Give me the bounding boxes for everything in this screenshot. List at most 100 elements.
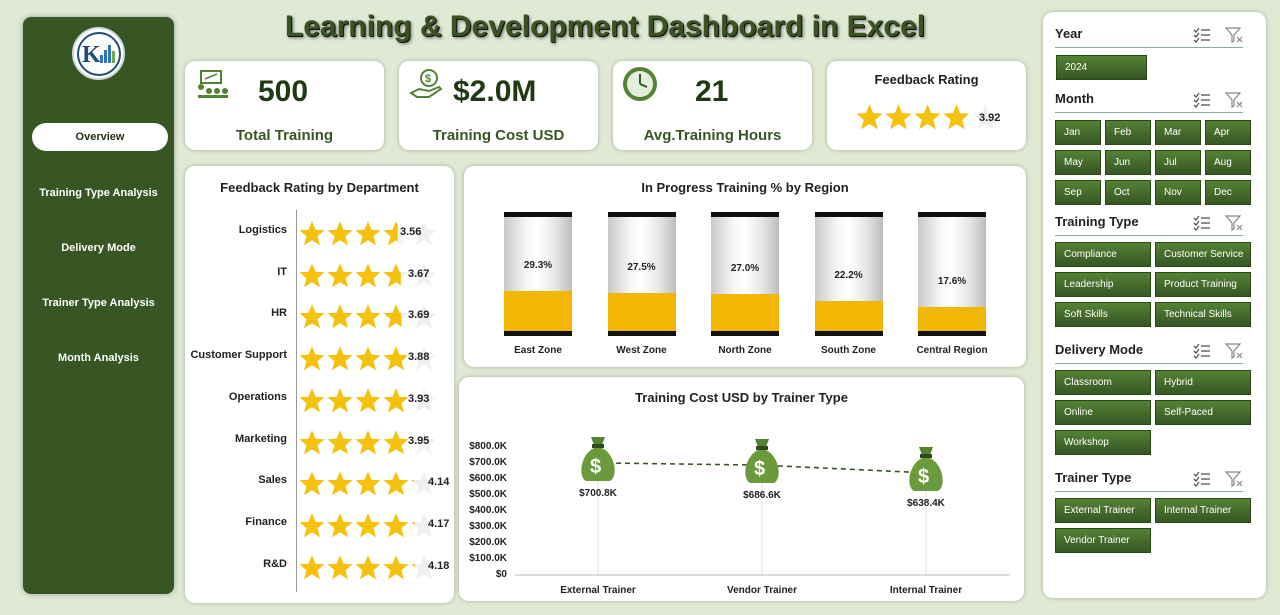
region-label: Central Region	[916, 345, 988, 356]
star-icon	[355, 388, 381, 413]
cost-data-label: $686.6K	[743, 490, 781, 502]
kpi-training-cost: $ $2.0M Training Cost USD	[399, 61, 598, 150]
slicer-header-month: Month	[1055, 91, 1243, 113]
star-icon	[914, 104, 941, 130]
multi-select-icon[interactable]	[1193, 27, 1211, 43]
slicer-option-month[interactable]: Feb	[1105, 120, 1151, 145]
dept-panel-title: Feedback Rating by Department	[220, 180, 419, 195]
region-label: East Zone	[514, 345, 562, 356]
slicer-option-training-type[interactable]: Customer Service	[1155, 242, 1251, 267]
star-icon	[327, 388, 353, 413]
clear-filter-icon[interactable]	[1225, 215, 1243, 231]
slicer-option-trainer-type[interactable]: External Trainer	[1055, 498, 1151, 523]
region-value-label: 27.5%	[627, 262, 656, 273]
svg-text:$: $	[754, 458, 765, 480]
slicer-option-month[interactable]: Jul	[1155, 150, 1201, 175]
star-icon	[355, 346, 381, 371]
slicer-option-month[interactable]: Dec	[1205, 180, 1251, 205]
nav-month-analysis[interactable]: Month Analysis	[58, 352, 139, 364]
slicer-title: Month	[1055, 91, 1094, 106]
svg-text:$: $	[425, 73, 431, 85]
y-tick-label: $500.0K	[469, 489, 507, 500]
clear-filter-icon[interactable]	[1225, 92, 1243, 108]
clear-filter-icon[interactable]	[1225, 471, 1243, 487]
slicer-option-month[interactable]: May	[1055, 150, 1101, 175]
nav-overview[interactable]: Overview	[32, 123, 168, 151]
region-bar-fill	[607, 293, 676, 331]
star-icon	[856, 104, 883, 130]
multi-select-icon[interactable]	[1193, 215, 1211, 231]
slicer-option-month[interactable]: Sep	[1055, 180, 1101, 205]
region-label: North Zone	[718, 345, 772, 356]
slicer-title: Trainer Type	[1055, 470, 1132, 485]
dept-star-rating	[298, 429, 438, 456]
nav-trainer-type-analysis[interactable]: Trainer Type Analysis	[42, 297, 155, 309]
slicer-option-month[interactable]: Mar	[1155, 120, 1201, 145]
dept-value-label: 3.95	[408, 434, 430, 447]
clear-filter-icon[interactable]	[1225, 27, 1243, 43]
slicer-option-month[interactable]: Nov	[1155, 180, 1201, 205]
svg-text:K: K	[82, 42, 101, 68]
multi-select-icon[interactable]	[1193, 471, 1211, 487]
cost-data-label: $700.8K	[579, 487, 617, 499]
dept-value-label: 3.69	[408, 309, 430, 322]
dept-star-rating	[298, 345, 438, 372]
star-icon	[383, 513, 409, 538]
slicer-option-trainer-type[interactable]: Internal Trainer	[1155, 498, 1251, 523]
dept-row: Finance 4.17	[185, 510, 455, 540]
star-icon	[299, 346, 325, 371]
dept-name: Operations	[228, 390, 287, 403]
clear-filter-icon[interactable]	[1225, 343, 1243, 359]
dept-star-rating	[298, 512, 438, 539]
slicer-option-training-type[interactable]: Product Training	[1155, 272, 1251, 297]
dept-row: Customer Support 3.88	[185, 343, 455, 373]
slicer-option-delivery-mode[interactable]: Classroom	[1055, 370, 1151, 395]
slicer-option-month[interactable]: Apr	[1205, 120, 1251, 145]
region-label: South Zone	[821, 345, 876, 356]
slicer-option-delivery-mode[interactable]: Workshop	[1055, 430, 1151, 455]
slicer-header-training-type: Training Type	[1055, 214, 1243, 236]
dept-row: Sales 4.14	[185, 468, 455, 498]
dept-star-rating	[298, 470, 438, 497]
dept-name: R&D	[263, 557, 287, 570]
svg-text:$: $	[918, 466, 929, 488]
dept-star-rating	[298, 554, 438, 581]
dept-value-label: 3.67	[408, 267, 430, 280]
clock-icon	[623, 67, 657, 101]
star-icon	[943, 104, 970, 130]
dept-row: Operations 3.93	[185, 385, 455, 415]
slicer-option-training-type[interactable]: Soft Skills	[1055, 302, 1151, 327]
star-icon	[327, 262, 353, 287]
slicer-option-month[interactable]: Jun	[1105, 150, 1151, 175]
slicer-option-delivery-mode[interactable]: Online	[1055, 400, 1151, 425]
region-bar: 17.6%	[918, 212, 986, 336]
slicer-option-trainer-type[interactable]: Vendor Trainer	[1055, 528, 1151, 553]
star-icon	[327, 513, 353, 538]
slicer-option-month[interactable]: Oct	[1105, 180, 1151, 205]
multi-select-icon[interactable]	[1193, 343, 1211, 359]
slicer-option-training-type[interactable]: Leadership	[1055, 272, 1151, 297]
region-value-label: 27.0%	[730, 263, 760, 274]
star-icon	[383, 262, 409, 287]
slicer-option-year[interactable]: 2024	[1056, 55, 1147, 80]
y-tick-label: $700.0K	[469, 457, 507, 468]
money-hand-icon: $	[409, 69, 443, 98]
slicer-option-delivery-mode[interactable]: Self-Paced	[1155, 400, 1251, 425]
region-bar-fill	[711, 294, 779, 331]
slicer-option-training-type[interactable]: Compliance	[1055, 242, 1151, 267]
star-icon	[327, 554, 353, 579]
slicer-option-delivery-mode[interactable]: Hybrid	[1155, 370, 1251, 395]
slicer-option-month[interactable]: Aug	[1205, 150, 1251, 175]
dept-value-label: 3.88	[408, 351, 430, 364]
multi-select-icon[interactable]	[1193, 92, 1211, 108]
nav-delivery-mode[interactable]: Delivery Mode	[61, 242, 136, 254]
slicer-option-month[interactable]: Jan	[1055, 120, 1101, 145]
sidebar: K Overview Training Type Analysis Delive…	[23, 17, 174, 594]
y-tick-label: $300.0K	[469, 521, 507, 532]
star-icon	[299, 471, 325, 496]
dept-name: Finance	[245, 515, 287, 528]
nav-training-type-analysis[interactable]: Training Type Analysis	[39, 187, 158, 199]
slicer-option-training-type[interactable]: Technical Skills	[1155, 302, 1251, 327]
star-icon	[411, 554, 437, 579]
region-bar: 29.3%	[504, 212, 572, 336]
